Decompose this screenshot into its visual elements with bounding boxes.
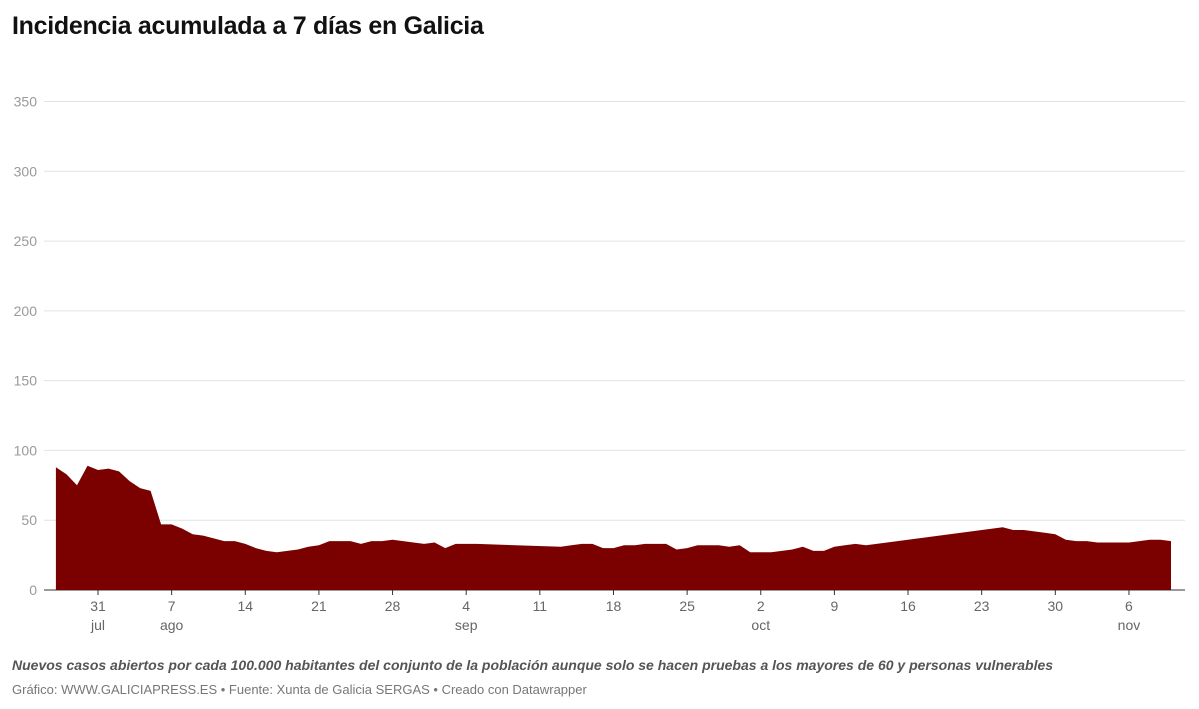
x-tick-label: 4 — [462, 598, 470, 614]
x-month-label: jul — [90, 617, 105, 633]
x-tick-label: 30 — [1048, 598, 1064, 614]
x-month-label: sep — [455, 617, 478, 633]
incidence-area — [55, 465, 1171, 590]
x-tick-label: 14 — [237, 598, 253, 614]
y-tick-label: 350 — [14, 94, 38, 110]
y-axis-tick-labels: 0 50 100 150 200 250 300 350 — [14, 94, 38, 599]
x-tick-label: 18 — [606, 598, 622, 614]
x-tick-label: 7 — [168, 598, 176, 614]
y-tick-label: 150 — [14, 373, 38, 389]
x-tick-label: 31 — [90, 598, 106, 614]
x-tick-label: 25 — [679, 598, 695, 614]
x-month-label: oct — [751, 617, 770, 633]
x-month-label: nov — [1118, 617, 1141, 633]
x-tick-label: 21 — [311, 598, 327, 614]
chart-note: Nuevos casos abiertos por cada 100.000 h… — [12, 657, 1054, 673]
x-tick-label: 11 — [533, 598, 548, 614]
y-gridlines — [44, 101, 1185, 591]
y-tick-label: 250 — [14, 233, 38, 249]
chart-title: Incidencia acumulada a 7 días en Galicia — [12, 12, 484, 40]
x-month-label: ago — [160, 617, 184, 633]
area-chart: 0 50 100 150 200 250 300 350 31 jul 7 ago 14 21 28 4 se… — [14, 94, 1185, 633]
x-tick-label: 28 — [385, 598, 401, 614]
x-tick-label: 9 — [831, 598, 839, 614]
chart-footer: Gráfico: WWW.GALICIAPRESS.ES • Fuente: X… — [12, 682, 587, 697]
y-tick-label: 0 — [29, 582, 37, 598]
x-tick-label: 2 — [757, 598, 765, 614]
y-tick-label: 200 — [14, 303, 38, 319]
incidence-area-series — [55, 465, 1171, 590]
y-tick-label: 300 — [14, 163, 38, 179]
x-tick-label: 16 — [900, 598, 916, 614]
y-tick-label: 50 — [21, 512, 37, 528]
x-tick-label: 6 — [1125, 598, 1133, 614]
x-axis-tick-labels: 31 jul 7 ago 14 21 28 4 sep 11 18 25 2 oct 9 16 23 30 6 nov — [90, 590, 1140, 633]
y-tick-label: 100 — [14, 442, 38, 458]
x-tick-label: 23 — [974, 598, 990, 614]
